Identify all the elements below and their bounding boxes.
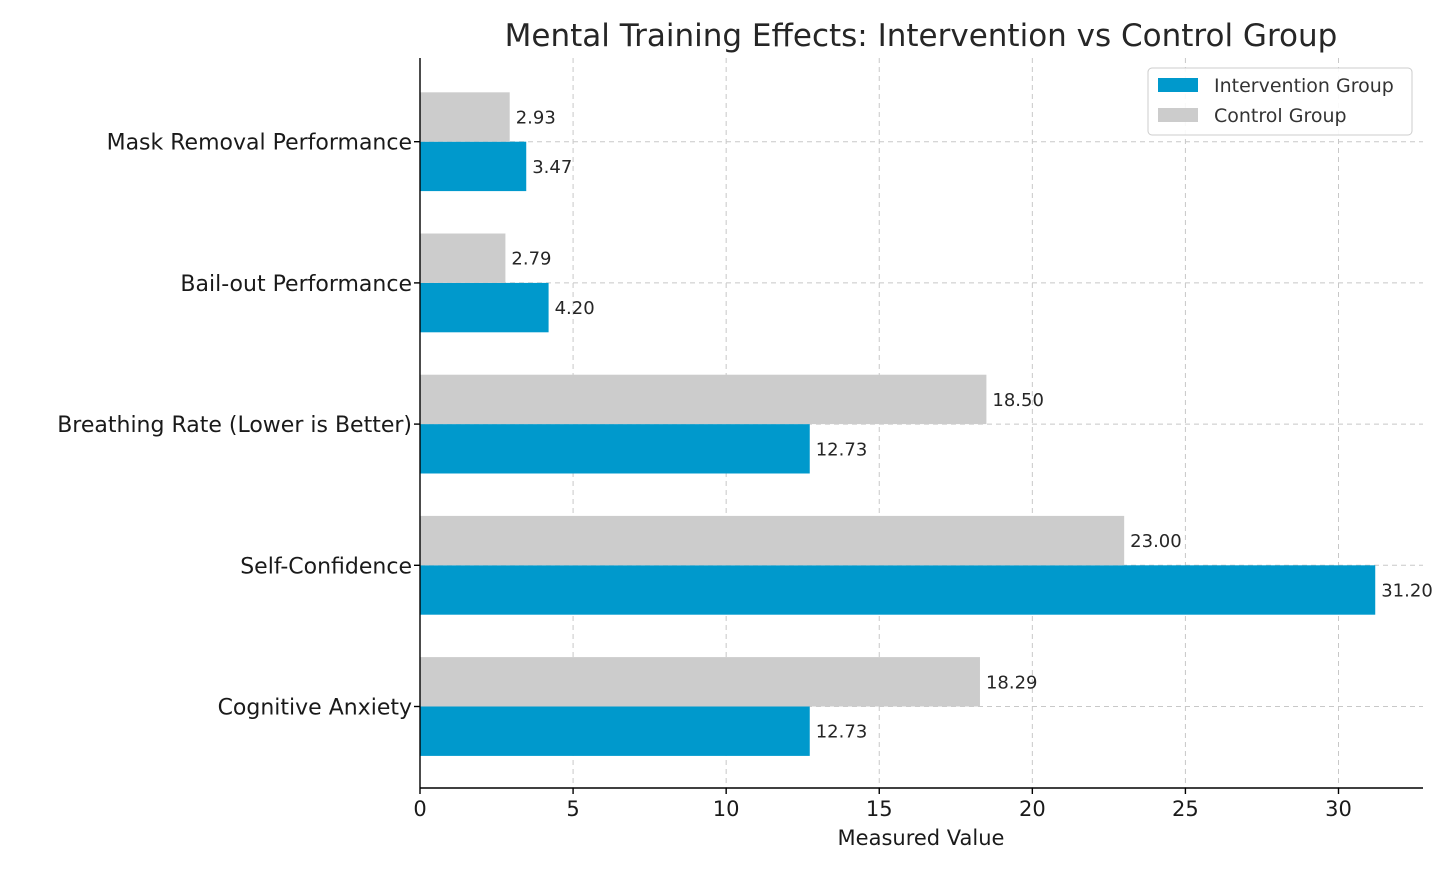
control-bar <box>420 233 506 283</box>
control-value-label: 18.50 <box>992 390 1044 411</box>
x-tick-label: 30 <box>1325 797 1352 821</box>
x-tick-label: 15 <box>866 797 893 821</box>
intervention-bar <box>420 424 810 474</box>
legend-label: Control Group <box>1214 105 1347 127</box>
legend-box <box>1147 67 1413 136</box>
intervention-value-label: 12.73 <box>816 722 868 743</box>
x-tick-label: 5 <box>566 797 579 821</box>
axes: Cognitive Anxiety Self-Confidence Breathin… <box>57 58 1423 821</box>
intervention-bar <box>420 282 549 333</box>
legend: Intervention Group Control Group <box>1147 67 1413 136</box>
intervention-value-label: 12.73 <box>816 439 868 460</box>
intervention-value-label: 31.20 <box>1381 581 1433 602</box>
intervention-value-label: 3.47 <box>532 157 572 178</box>
chart-title: Mental Training Effects: Intervention vs… <box>505 18 1338 54</box>
y-tick-label: Bail-out Performance <box>180 272 412 297</box>
x-tick-label: 25 <box>1172 797 1199 821</box>
control-bar <box>420 515 1125 566</box>
intervention-bar <box>420 565 1376 615</box>
x-tick-label: 0 <box>413 797 426 821</box>
x-tick-label: 10 <box>713 797 740 821</box>
control-bar <box>420 92 510 142</box>
control-bar <box>420 657 980 707</box>
control-value-label: 2.93 <box>516 108 556 129</box>
y-tick-label: Cognitive Anxiety <box>218 696 412 721</box>
data-labels: 12.73 31.20 12.73 4.20 3.47 18.29 23.00 18.50 2.… <box>511 108 1432 743</box>
x-tick-label: 20 <box>1019 797 1046 821</box>
legend-label: Intervention Group <box>1214 75 1394 97</box>
intervention-value-label: 4.20 <box>555 298 595 319</box>
control-value-label: 2.79 <box>511 249 551 270</box>
y-tick-label: Self-Confidence <box>240 554 412 579</box>
intervention-bar <box>420 141 527 192</box>
legend-swatch <box>1158 108 1198 122</box>
bars <box>420 92 1376 756</box>
intervention-bar <box>420 706 810 756</box>
y-tick-label: Breathing Rate (Lower is Better) <box>57 413 412 438</box>
y-tick-label: Mask Removal Performance <box>107 131 412 156</box>
control-value-label: 23.00 <box>1130 531 1182 552</box>
control-value-label: 18.29 <box>986 672 1038 693</box>
legend-swatch <box>1158 78 1198 92</box>
x-axis-title: Measured Value <box>838 826 1005 850</box>
control-bar <box>420 374 987 425</box>
